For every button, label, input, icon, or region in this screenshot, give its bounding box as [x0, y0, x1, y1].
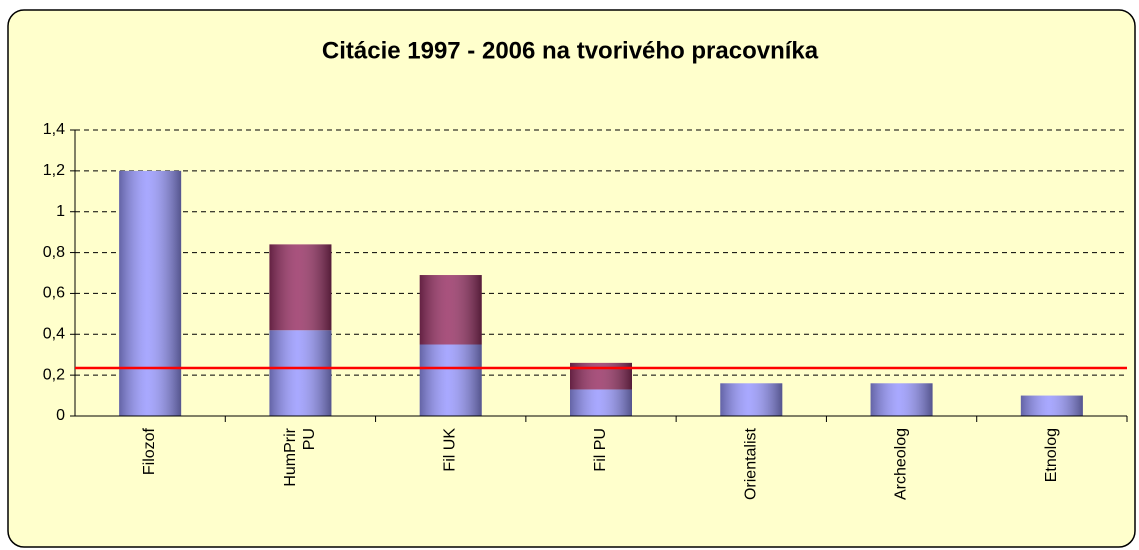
- bar-shade: [570, 389, 632, 416]
- x-tick-label-line: Orientalist: [743, 427, 760, 500]
- x-tick-label-line: Filozof: [141, 427, 158, 475]
- x-tick-label: Etnolog: [1043, 428, 1060, 482]
- x-tick-label: Fil UK: [442, 428, 459, 472]
- x-tick-label-line: HumPrir: [282, 427, 299, 486]
- chart-title: Citácie 1997 - 2006 na tvorivého pracovn…: [322, 37, 819, 64]
- y-tick-label: 1,2: [43, 162, 65, 179]
- x-tick-label-line: PU: [301, 428, 318, 450]
- y-tick-label: 0,4: [43, 326, 65, 343]
- x-tick-label: HumPrir PU: [282, 427, 318, 486]
- y-tick-label: 0,8: [43, 244, 65, 261]
- bar-shade: [269, 330, 332, 416]
- bar-shade: [269, 244, 332, 331]
- bar-shade: [1020, 395, 1083, 416]
- y-tick-label: 0,6: [43, 285, 65, 302]
- y-tick-label: 1: [56, 203, 65, 220]
- bar-shade: [419, 275, 482, 345]
- x-tick-label: Archeolog: [893, 428, 910, 500]
- x-tick-label-line: Archeolog: [893, 428, 910, 500]
- x-tick-label: Orientalist: [743, 427, 760, 500]
- x-tick-label-line: Fil UK: [442, 428, 459, 472]
- y-tick-label: 1,4: [43, 121, 65, 138]
- bar-shade: [870, 383, 933, 416]
- bar-shade: [720, 383, 783, 416]
- bar-shade: [419, 344, 482, 416]
- x-tick-label: Filozof: [141, 427, 158, 475]
- y-tick-label: 0,2: [43, 366, 65, 383]
- x-tick-label: Fil PU: [592, 428, 609, 472]
- x-tick-label-line: Fil PU: [592, 428, 609, 472]
- x-tick-label-line: Etnolog: [1043, 428, 1060, 482]
- bar-shade: [119, 170, 182, 416]
- y-tick-label: 0: [56, 407, 65, 424]
